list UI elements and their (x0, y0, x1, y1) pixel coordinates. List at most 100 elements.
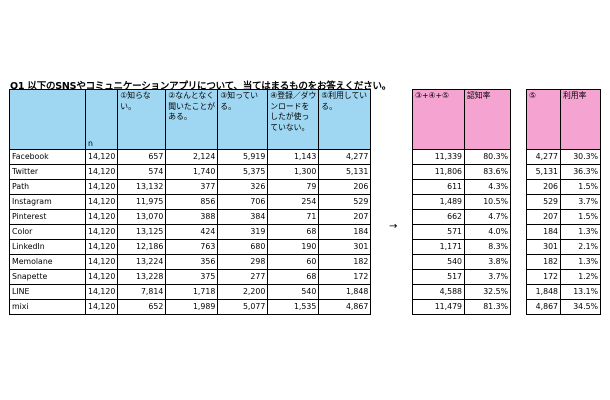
table-row: 1,848 13.1% (526, 284, 601, 300)
header-cell-five: ⑤ (526, 89, 561, 150)
table-row: 517 3.7% (412, 269, 511, 285)
table-row: 182 1.3% (526, 254, 601, 270)
value-cell: 8.3% (464, 239, 511, 255)
table-row: Memolane 14,120 13,224 356 298 60 182 (9, 254, 372, 270)
value-cell: 68 (267, 269, 320, 285)
service-name-cell: Memolane (9, 254, 86, 270)
value-cell: 706 (217, 194, 269, 210)
header-cell-sum: ③+④+⑤ (412, 89, 465, 150)
table-row: Color 14,120 13,125 424 319 68 184 (9, 224, 372, 240)
value-cell: 14,120 (84, 194, 119, 210)
header-cell-heard: ②なんとなく聞いたことがある。 (165, 89, 219, 150)
value-cell: 79 (267, 179, 320, 195)
value-cell: 14,120 (84, 299, 119, 315)
value-cell: 680 (217, 239, 269, 255)
value-cell: 5,077 (217, 299, 269, 315)
table-row: 207 1.5% (526, 209, 601, 225)
value-cell: 3.7% (464, 269, 511, 285)
awareness-table-header-row: ③+④+⑤ 認知率 (412, 89, 511, 150)
service-name-cell: Pinterest (9, 209, 86, 225)
value-cell: 1,300 (267, 164, 320, 180)
value-cell: 1,718 (165, 284, 219, 300)
table-row: LinkedIn 14,120 12,186 763 680 190 301 (9, 239, 372, 255)
table-row: 172 1.2% (526, 269, 601, 285)
value-cell: 1,740 (165, 164, 219, 180)
value-cell: 4,867 (526, 299, 561, 315)
value-cell: 540 (267, 284, 320, 300)
value-cell: 14,120 (84, 149, 119, 165)
value-cell: 1.5% (560, 179, 601, 195)
header-cell-registered: ④登録／ダウンロードをしたが使っていない。 (267, 89, 320, 150)
usage-table: ⑤ 利用率 4,277 30.3% 5,131 36.3% 206 1.5% 529 3.7%… (526, 89, 601, 315)
value-cell: 2,124 (165, 149, 219, 165)
value-cell: 80.3% (464, 149, 511, 165)
survey-table-header-row: n ①知らない。 ②なんとなく聞いたことがある。 ③知っている。 ④登録／ダウン… (9, 89, 372, 150)
service-name-cell: LINE (9, 284, 86, 300)
value-cell: 7,814 (117, 284, 167, 300)
value-cell: 571 (412, 224, 465, 240)
value-cell: 2,200 (217, 284, 269, 300)
header-cell-using: ⑤利用している。 (318, 89, 372, 150)
value-cell: 14,120 (84, 269, 119, 285)
table-row: mixi 14,120 652 1,989 5,077 1,535 4,867 (9, 299, 372, 315)
value-cell: 14,120 (84, 254, 119, 270)
table-row: Instagram 14,120 11,975 856 706 254 529 (9, 194, 372, 210)
value-cell: 182 (318, 254, 372, 270)
value-cell: 207 (526, 209, 561, 225)
service-name-cell: LinkedIn (9, 239, 86, 255)
table-row: 184 1.3% (526, 224, 601, 240)
value-cell: 5,919 (217, 149, 269, 165)
service-name-cell: Path (9, 179, 86, 195)
value-cell: 81.3% (464, 299, 511, 315)
value-cell: 424 (165, 224, 219, 240)
value-cell: 190 (267, 239, 320, 255)
value-cell: 1,143 (267, 149, 320, 165)
value-cell: 1,989 (165, 299, 219, 315)
value-cell: 611 (412, 179, 465, 195)
table-row: Twitter 14,120 574 1,740 5,375 1,300 5,131 (9, 164, 372, 180)
usage-table-header-row: ⑤ 利用率 (526, 89, 601, 150)
value-cell: 68 (267, 224, 320, 240)
value-cell: 11,975 (117, 194, 167, 210)
value-cell: 30.3% (560, 149, 601, 165)
value-cell: 1.3% (560, 224, 601, 240)
header-cell-usage-rate: 利用率 (560, 89, 601, 150)
value-cell: 172 (526, 269, 561, 285)
header-cell-unknown: ①知らない。 (117, 89, 167, 150)
value-cell: 1,848 (318, 284, 372, 300)
table-row: 662 4.7% (412, 209, 511, 225)
value-cell: 662 (412, 209, 465, 225)
value-cell: 32.5% (464, 284, 511, 300)
value-cell: 13,125 (117, 224, 167, 240)
value-cell: 574 (117, 164, 167, 180)
value-cell: 301 (526, 239, 561, 255)
value-cell: 13,132 (117, 179, 167, 195)
value-cell: 377 (165, 179, 219, 195)
value-cell: 14,120 (84, 284, 119, 300)
table-row: 540 3.8% (412, 254, 511, 270)
value-cell: 4.3% (464, 179, 511, 195)
value-cell: 277 (217, 269, 269, 285)
value-cell: 3.7% (560, 194, 601, 210)
value-cell: 1.2% (560, 269, 601, 285)
table-row: Snapette 14,120 13,228 375 277 68 172 (9, 269, 372, 285)
question-text: Q1 以下のSNSやコミュニケーションアプリについて、当てはまるものをお答えくだ… (10, 81, 392, 92)
table-row: 206 1.5% (526, 179, 601, 195)
value-cell: 34.5% (560, 299, 601, 315)
value-cell: 1,848 (526, 284, 561, 300)
table-row: 4,588 32.5% (412, 284, 511, 300)
table-row: LINE 14,120 7,814 1,718 2,200 540 1,848 (9, 284, 372, 300)
value-cell: 4,277 (318, 149, 372, 165)
value-cell: 319 (217, 224, 269, 240)
value-cell: 301 (318, 239, 372, 255)
arrow-icon: → (389, 221, 398, 232)
value-cell: 4.7% (464, 209, 511, 225)
value-cell: 356 (165, 254, 219, 270)
value-cell: 4,588 (412, 284, 465, 300)
value-cell: 14,120 (84, 164, 119, 180)
value-cell: 4,277 (526, 149, 561, 165)
value-cell: 388 (165, 209, 219, 225)
value-cell: 14,120 (84, 209, 119, 225)
value-cell: 529 (526, 194, 561, 210)
value-cell: 184 (526, 224, 561, 240)
